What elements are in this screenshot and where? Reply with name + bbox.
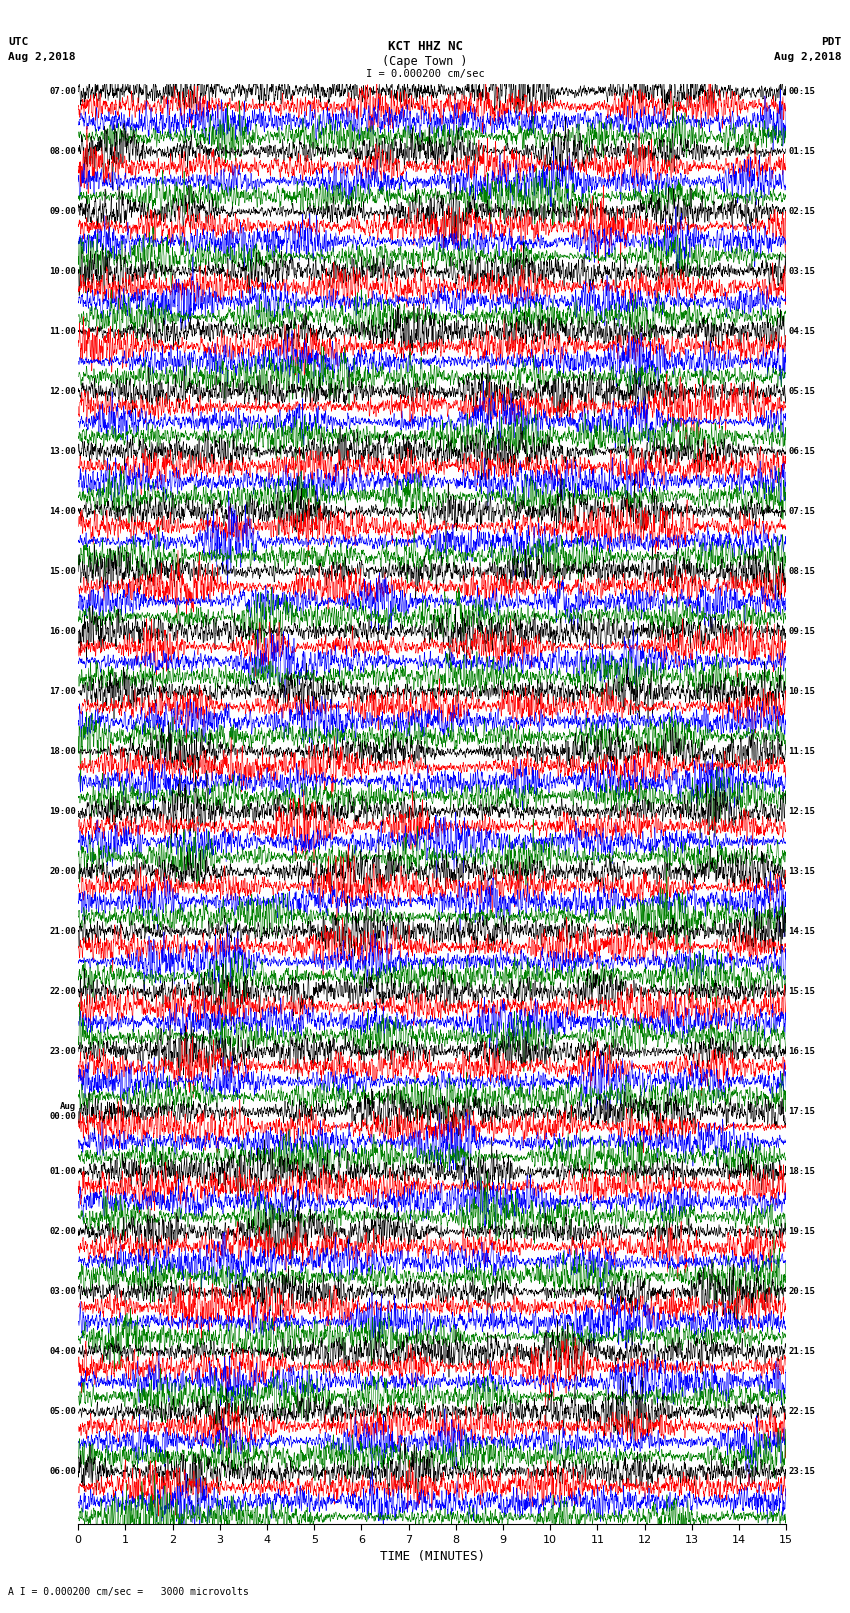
Text: 08:15: 08:15 [788,568,815,576]
Text: 04:15: 04:15 [788,327,815,336]
Text: 17:00: 17:00 [49,687,76,697]
Text: 03:00: 03:00 [49,1287,76,1297]
Text: 23:15: 23:15 [788,1468,815,1476]
Text: 14:00: 14:00 [49,506,76,516]
Text: (Cape Town ): (Cape Town ) [382,55,468,68]
Text: 03:15: 03:15 [788,266,815,276]
Text: 12:15: 12:15 [788,806,815,816]
Text: 09:00: 09:00 [49,206,76,216]
Text: 23:00: 23:00 [49,1047,76,1057]
Text: 18:00: 18:00 [49,747,76,756]
Text: Aug
00:00: Aug 00:00 [49,1102,76,1121]
Text: 10:00: 10:00 [49,266,76,276]
Text: 02:15: 02:15 [788,206,815,216]
Text: PDT: PDT [821,37,842,47]
Text: 02:00: 02:00 [49,1227,76,1236]
Text: 13:15: 13:15 [788,868,815,876]
Text: 19:00: 19:00 [49,806,76,816]
Text: 11:15: 11:15 [788,747,815,756]
Text: 16:15: 16:15 [788,1047,815,1057]
Text: Aug 2,2018: Aug 2,2018 [8,52,76,61]
Text: 07:15: 07:15 [788,506,815,516]
Text: 15:00: 15:00 [49,568,76,576]
Text: 17:15: 17:15 [788,1107,815,1116]
Text: 04:00: 04:00 [49,1347,76,1357]
Text: I = 0.000200 cm/sec: I = 0.000200 cm/sec [366,69,484,79]
Text: 05:15: 05:15 [788,387,815,395]
Text: 16:00: 16:00 [49,627,76,636]
Text: 06:00: 06:00 [49,1468,76,1476]
Text: 15:15: 15:15 [788,987,815,997]
Text: 08:00: 08:00 [49,147,76,156]
Text: 13:00: 13:00 [49,447,76,456]
Text: 18:15: 18:15 [788,1168,815,1176]
Text: Aug 2,2018: Aug 2,2018 [774,52,842,61]
Text: 09:15: 09:15 [788,627,815,636]
Text: 20:00: 20:00 [49,868,76,876]
Text: UTC: UTC [8,37,29,47]
Text: 01:15: 01:15 [788,147,815,156]
X-axis label: TIME (MINUTES): TIME (MINUTES) [380,1550,484,1563]
Text: 21:15: 21:15 [788,1347,815,1357]
Text: KCT HHZ NC: KCT HHZ NC [388,40,462,53]
Text: A I = 0.000200 cm/sec =   3000 microvolts: A I = 0.000200 cm/sec = 3000 microvolts [8,1587,249,1597]
Text: 10:15: 10:15 [788,687,815,697]
Text: 22:00: 22:00 [49,987,76,997]
Text: 22:15: 22:15 [788,1407,815,1416]
Text: 00:15: 00:15 [788,87,815,95]
Text: 07:00: 07:00 [49,87,76,95]
Text: 20:15: 20:15 [788,1287,815,1297]
Text: 06:15: 06:15 [788,447,815,456]
Text: 19:15: 19:15 [788,1227,815,1236]
Text: 11:00: 11:00 [49,327,76,336]
Text: 14:15: 14:15 [788,927,815,936]
Text: 05:00: 05:00 [49,1407,76,1416]
Text: 21:00: 21:00 [49,927,76,936]
Text: 01:00: 01:00 [49,1168,76,1176]
Text: 12:00: 12:00 [49,387,76,395]
